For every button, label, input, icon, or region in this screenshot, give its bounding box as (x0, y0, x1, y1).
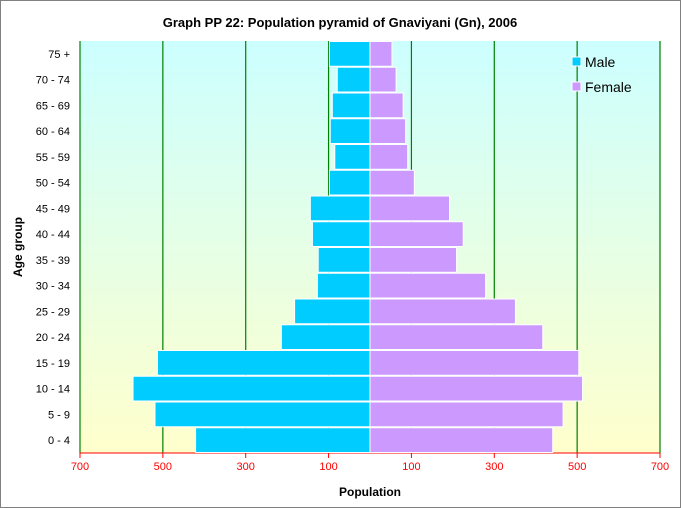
bar-male (156, 350, 371, 376)
bar-male (294, 298, 371, 325)
legend-label-female: Female (585, 79, 632, 95)
bar-female (369, 272, 487, 299)
bar-female (369, 427, 554, 453)
bar-female (369, 375, 584, 402)
bar-male (154, 401, 371, 428)
bars (132, 41, 584, 453)
bar-male (328, 169, 371, 196)
bar-female (369, 169, 415, 196)
bar-male (334, 144, 371, 170)
y-tick-label: 45 - 49 (36, 203, 70, 215)
y-tick-label: 55 - 59 (36, 152, 70, 164)
legend-swatch-female (571, 81, 582, 92)
x-tick-label: 700 (651, 461, 669, 473)
y-tick-label: 15 - 19 (36, 358, 70, 370)
bar-female (369, 324, 544, 350)
legend: Male Female (571, 54, 632, 95)
bar-male (195, 427, 371, 453)
x-tick-labels: 700 500 300 100 100 300 500 700 (71, 453, 669, 473)
legend-swatch-male (571, 56, 582, 67)
y-tick-label: 40 - 44 (36, 229, 70, 241)
bar-female (369, 41, 393, 67)
bar-female (369, 401, 564, 428)
bar-male (309, 195, 371, 222)
y-tick-label: 30 - 34 (36, 281, 70, 293)
y-tick-label: 35 - 39 (36, 255, 70, 267)
y-tick-label: 70 - 74 (36, 75, 70, 87)
bar-male (311, 221, 371, 247)
y-tick-label: 20 - 24 (36, 332, 70, 344)
y-tick-label: 25 - 29 (36, 306, 70, 318)
bar-male (280, 324, 371, 350)
bar-female (369, 350, 580, 376)
y-tick-label: 5 - 9 (48, 409, 70, 421)
bar-male (317, 247, 371, 273)
y-tick-labels: 0 - 4 5 - 9 10 - 14 15 - 19 20 - 24 25 - 29 30… (36, 49, 70, 447)
x-axis-label: Population (339, 485, 401, 499)
y-axis-label: Age group (11, 217, 25, 277)
x-tick-label: 100 (319, 461, 337, 473)
y-tick-label: 50 - 54 (36, 178, 70, 190)
bar-female (369, 66, 397, 93)
x-tick-label: 700 (71, 461, 89, 473)
y-tick-label: 0 - 4 (48, 435, 70, 447)
bar-female (369, 247, 458, 273)
bar-female (369, 221, 464, 247)
y-tick-label: 65 - 69 (36, 100, 70, 112)
bar-female (369, 298, 516, 325)
bar-male (132, 375, 371, 402)
bar-female (369, 195, 451, 222)
bar-male (331, 92, 371, 119)
x-tick-label: 300 (237, 461, 255, 473)
bar-female (369, 144, 409, 170)
bar-male (329, 118, 371, 144)
bar-male (316, 272, 371, 299)
bar-female (369, 118, 407, 144)
x-tick-label: 100 (402, 461, 420, 473)
x-tick-label: 500 (568, 461, 586, 473)
x-tick-label: 500 (154, 461, 172, 473)
chart-title: Graph PP 22: Population pyramid of Gnavi… (163, 15, 517, 30)
bar-male (336, 66, 371, 93)
bar-female (369, 92, 404, 119)
y-tick-label: 75 + (48, 49, 70, 61)
bar-male (328, 41, 371, 67)
x-tick-label: 300 (485, 461, 503, 473)
legend-label-male: Male (585, 54, 616, 70)
y-tick-label: 60 - 64 (36, 126, 70, 138)
y-tick-label: 10 - 14 (36, 384, 70, 396)
